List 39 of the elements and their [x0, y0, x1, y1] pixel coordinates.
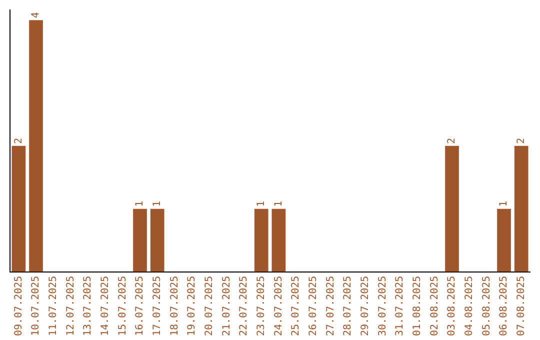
data-label: 4	[30, 12, 42, 18]
x-tick-label: 24.07.2025	[273, 276, 284, 336]
x-tick-label: 09.07.2025	[13, 276, 24, 336]
x-tick-label: 14.07.2025	[100, 276, 111, 336]
x-tick-label: 30.07.2025	[377, 276, 388, 336]
x-tick-label: 05.08.2025	[481, 276, 492, 336]
x-tick-label: 20.07.2025	[204, 276, 215, 336]
data-label: 2	[516, 138, 527, 144]
x-tick-label: 06.08.2025	[498, 276, 510, 336]
x-tick-label: 19.07.2025	[186, 276, 198, 336]
x-tick-label: 15.07.2025	[117, 276, 128, 336]
x-tick-label: 13.07.2025	[82, 276, 94, 336]
x-tick-label: 04.08.2025	[464, 276, 475, 336]
x-tick-label: 01.08.2025	[412, 276, 423, 336]
x-tick-label: 28.07.2025	[342, 276, 354, 336]
data-label: 2	[446, 138, 458, 144]
x-tick-label: 29.07.2025	[360, 276, 371, 336]
x-tick-label: 02.08.2025	[429, 276, 440, 336]
data-label: 1	[498, 200, 510, 207]
x-tick-label: 27.07.2025	[325, 276, 336, 336]
data-label: 1	[273, 200, 284, 207]
x-tick-label: 03.08.2025	[446, 276, 458, 336]
data-label: 1	[152, 200, 163, 207]
x-tick-label: 12.07.2025	[65, 276, 76, 336]
x-tick-label: 18.07.2025	[169, 276, 180, 336]
x-tick-label: 23.07.2025	[256, 276, 267, 336]
data-label: 1	[134, 200, 146, 207]
x-tick-label: 25.07.2025	[290, 276, 302, 336]
data-label: 1	[256, 200, 267, 207]
x-tick-label: 21.07.2025	[221, 276, 232, 336]
data-label: 2	[13, 138, 24, 144]
x-tick-label: 16.07.2025	[134, 276, 146, 336]
x-tick-label: 31.07.2025	[394, 276, 406, 336]
x-tick-label: 10.07.2025	[30, 276, 42, 336]
x-tick-label: 07.08.2025	[516, 276, 527, 336]
x-tick-label: 17.07.2025	[152, 276, 163, 336]
x-tick-label: 11.07.2025	[48, 276, 59, 336]
x-tick-label: 22.07.2025	[238, 276, 250, 336]
x-tick-label: 26.07.2025	[308, 276, 319, 336]
